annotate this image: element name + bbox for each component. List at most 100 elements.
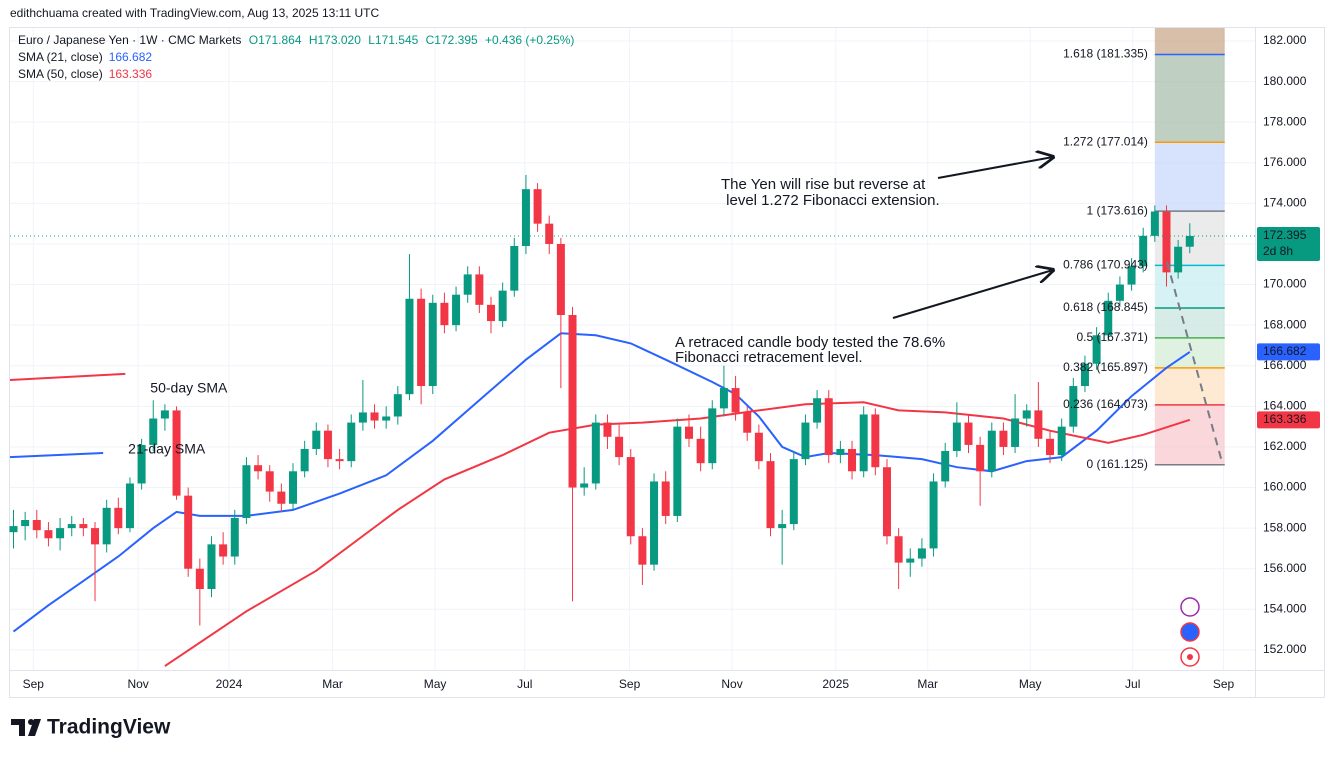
candle-body bbox=[731, 388, 740, 413]
candle-body bbox=[626, 457, 635, 537]
candle-body bbox=[882, 467, 891, 537]
legend-value: 166.682 bbox=[109, 50, 153, 64]
fib-label: 0.786 (170.943) bbox=[1063, 258, 1148, 272]
candle-body bbox=[824, 398, 833, 456]
candle-body bbox=[778, 524, 787, 529]
candle-body bbox=[1115, 284, 1124, 301]
candle-body bbox=[533, 189, 542, 224]
series-price-box bbox=[1257, 343, 1320, 361]
candle-body bbox=[976, 444, 985, 472]
candle-body bbox=[615, 436, 624, 458]
candle-body bbox=[289, 471, 298, 504]
x-tick-label: May bbox=[1019, 677, 1042, 691]
candle-body bbox=[405, 298, 414, 395]
series-price-label: 166.682 bbox=[1263, 344, 1307, 358]
candle-body bbox=[137, 444, 146, 484]
candle-body bbox=[486, 304, 495, 322]
candle-body bbox=[1080, 363, 1089, 387]
series-price-box bbox=[1257, 411, 1320, 429]
candle-body bbox=[1150, 211, 1159, 236]
x-tick-label: May bbox=[424, 677, 447, 691]
candle-body bbox=[754, 432, 763, 462]
candle-body bbox=[801, 422, 810, 460]
x-tick-label: Sep bbox=[619, 677, 641, 691]
x-tick-label: Nov bbox=[127, 677, 148, 691]
candle-body bbox=[417, 298, 426, 387]
candle-body bbox=[766, 461, 775, 529]
x-tick-label: Jul bbox=[1125, 677, 1140, 691]
annotation: Fibonacci retracement level. bbox=[675, 349, 863, 366]
candle-body bbox=[265, 471, 274, 492]
fib-zone bbox=[1154, 54, 1225, 143]
candle-body bbox=[1011, 418, 1020, 447]
candle-body bbox=[358, 412, 367, 423]
candle-body bbox=[964, 422, 973, 445]
candle-body bbox=[1139, 235, 1148, 267]
candle-body bbox=[580, 483, 589, 488]
fib-zone bbox=[1154, 28, 1225, 55]
candle-body bbox=[1046, 438, 1055, 456]
fib-label: 0.618 (168.845) bbox=[1063, 300, 1148, 314]
candle-body bbox=[79, 524, 88, 529]
candle-body bbox=[673, 426, 682, 516]
candle-body bbox=[696, 438, 705, 464]
legend-entry: SMA (50, close) 163.336 bbox=[18, 67, 152, 81]
x-tick-label: Mar bbox=[917, 677, 938, 691]
y-tick-label: 170.000 bbox=[1263, 277, 1307, 291]
candle-body bbox=[1127, 266, 1136, 285]
x-tick-label: Mar bbox=[322, 677, 343, 691]
fib-label: 0.5 (167.371) bbox=[1076, 330, 1147, 344]
candles bbox=[9, 174, 1194, 626]
candle-body bbox=[195, 568, 204, 590]
candle-body bbox=[21, 520, 30, 527]
candle-body bbox=[556, 243, 565, 316]
y-tick-label: 176.000 bbox=[1263, 155, 1307, 169]
candle-body bbox=[56, 528, 65, 539]
legend-name: SMA (21, close) bbox=[18, 50, 103, 64]
candle-body bbox=[428, 302, 437, 387]
brand: TradingView bbox=[47, 716, 171, 739]
chart-frame bbox=[9, 27, 1325, 698]
candle-body bbox=[848, 448, 857, 472]
candle-body bbox=[125, 483, 134, 529]
last-price-box bbox=[1257, 226, 1320, 261]
brand-logo: TradingView bbox=[11, 716, 171, 739]
fib-zone bbox=[1154, 367, 1225, 405]
fib-label: 1.618 (181.335) bbox=[1063, 47, 1148, 61]
last-price-label: 172.395 bbox=[1263, 228, 1307, 242]
candle-body bbox=[1034, 410, 1043, 439]
arrow bbox=[937, 157, 1053, 179]
candle-body bbox=[347, 422, 356, 462]
candle-body bbox=[219, 544, 228, 557]
candle-body bbox=[789, 459, 798, 525]
x-tick-label: 2024 bbox=[216, 677, 243, 691]
candle-body bbox=[929, 481, 938, 549]
fib-zone bbox=[1154, 307, 1225, 338]
candle-body bbox=[603, 422, 612, 437]
candle-body bbox=[743, 412, 752, 433]
candle-body bbox=[207, 544, 216, 590]
annotation: A retraced candle body tested the 78.6% bbox=[675, 334, 945, 351]
candle-body bbox=[32, 520, 41, 531]
icon[interactable] bbox=[1180, 622, 1200, 642]
annotation: The Yen will rise but reverse at bbox=[721, 176, 926, 193]
candle-body bbox=[382, 416, 391, 421]
high-label: H173.020 bbox=[309, 33, 361, 47]
candle-body bbox=[1104, 300, 1113, 336]
low-label: L171.545 bbox=[368, 33, 418, 47]
candle-body bbox=[708, 408, 717, 464]
candle-body bbox=[836, 448, 845, 456]
candle-body bbox=[1022, 410, 1031, 419]
y-tick-label: 182.000 bbox=[1263, 33, 1307, 47]
x-tick-label: 2025 bbox=[822, 677, 849, 691]
symbol: Euro / Japanese Yen · 1W · CMC Markets bbox=[18, 33, 241, 47]
candle-body bbox=[242, 465, 251, 518]
icon[interactable] bbox=[1180, 597, 1200, 617]
candle-body bbox=[160, 410, 169, 419]
candle-body bbox=[475, 274, 484, 305]
candle-body bbox=[102, 507, 111, 545]
candle-body bbox=[44, 530, 53, 539]
